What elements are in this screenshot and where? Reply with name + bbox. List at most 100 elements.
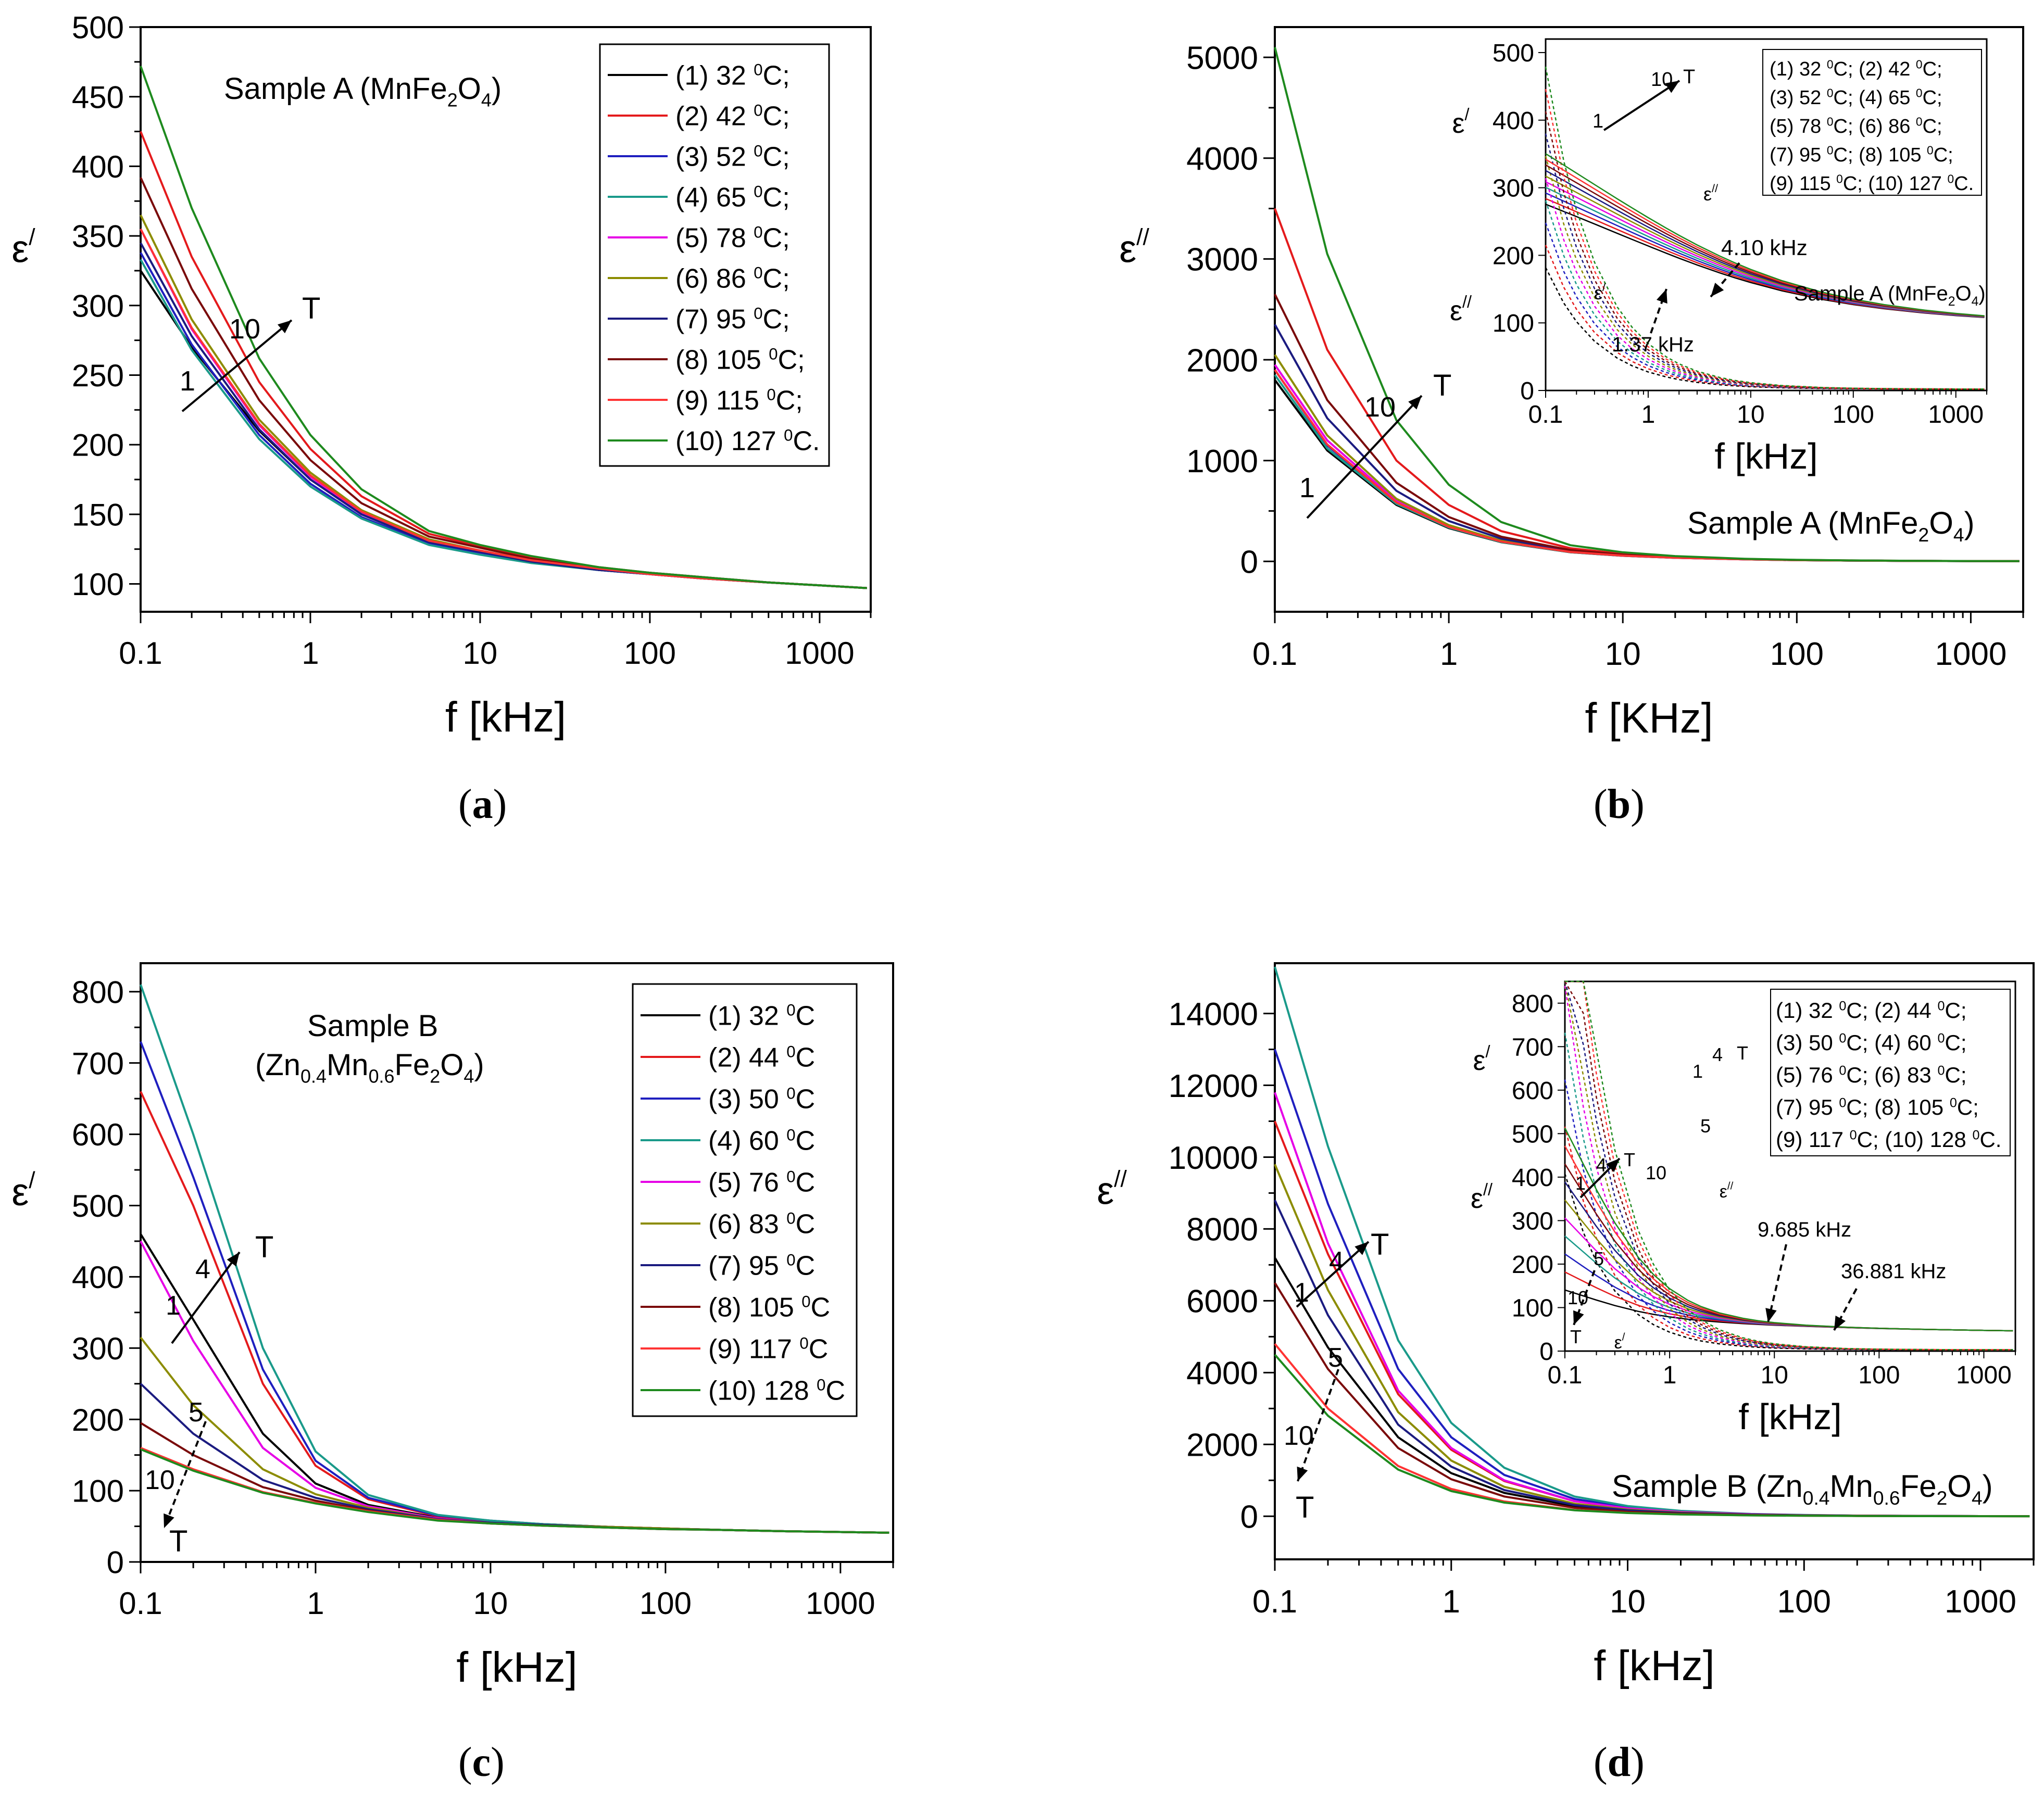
inset-legend-box xyxy=(1770,989,2011,1156)
inset-arrow-36-881khz-shaft xyxy=(1833,1288,1858,1331)
inset-annotation-eps2: ε// xyxy=(1703,182,1718,205)
data-series xyxy=(1274,966,2030,1518)
inset-y-tick-label: 0 xyxy=(1539,1338,1553,1366)
inset-y-tick-label: 0 xyxy=(1520,377,1534,405)
inset-eps2-line-10 xyxy=(1545,66,1985,390)
inset-annotation-Ta: T xyxy=(1683,66,1695,88)
annotation-down-start: 5 xyxy=(189,1397,204,1428)
y-tick-label: 14000 xyxy=(1169,997,1258,1032)
plot-frame xyxy=(1274,962,2035,1560)
annotation-up-arrow-label: T xyxy=(255,1230,273,1264)
y-tick-label: 8000 xyxy=(1186,1212,1258,1248)
annotation-arrow-label: T xyxy=(302,292,320,325)
annotation-down-end: 10 xyxy=(1284,1421,1314,1451)
inset-legend-entry-1: (1) 32 0C; (2) 44 0C; xyxy=(1776,998,1966,1023)
inset-legend-entry-4: (7) 95 0C; (8) 105 0C; xyxy=(1776,1095,1979,1119)
legend-entry-7: (7) 95 0C; xyxy=(675,305,790,335)
inset-y-tick-label: 400 xyxy=(1493,107,1534,135)
inset-ylabel-bottom: ε// xyxy=(1471,1180,1493,1214)
annotation-down-start: 5 xyxy=(1328,1343,1343,1373)
inset-legend-entry-2: (3) 50 0C; (4) 60 0C; xyxy=(1776,1030,1966,1055)
inset-arrow-1-37khz-shaft xyxy=(1650,288,1667,334)
x-axis-title: f [kHz] xyxy=(445,694,566,741)
data-series xyxy=(140,66,867,589)
data-series xyxy=(140,984,889,1534)
inset-ylabel-top: ε/ xyxy=(1452,105,1469,139)
x-tick-label: 1000 xyxy=(1935,636,2007,672)
inset-annotation-1-37khz: 1.37 kHz xyxy=(1612,333,1694,356)
inset-arrow-1-37khz-head xyxy=(1656,289,1667,304)
sample-label: Sample B (Zn0.4Mn0.6Fe2O4) xyxy=(1612,1469,1993,1509)
y-tick-label: 300 xyxy=(72,288,124,323)
inset-legend: (1) 32 0C; (2) 42 0C; (3) 52 0C; (4) 65 0… xyxy=(1762,49,1982,196)
x-tick-label: 0.1 xyxy=(1252,636,1297,672)
inset-x-axis-title: f [kHz] xyxy=(1714,436,1817,476)
inset-arrow-9-685khz xyxy=(1765,1244,1787,1323)
y-tick-label: 0 xyxy=(1240,545,1258,581)
series-line-10 xyxy=(140,1448,889,1534)
inset-curves xyxy=(1545,66,1985,390)
inset-legend-entry-2: (3) 52 0C; (4) 65 0C; xyxy=(1770,86,1942,109)
inset-annotation-5b: 5 xyxy=(1700,1115,1711,1137)
x-axis-ticks xyxy=(140,1562,894,1573)
legend-entry-1: (1) 32 0C xyxy=(708,1001,815,1031)
inset-eps2-line-9 xyxy=(1564,980,2013,1351)
legend-entry-10: (10) 127 0C. xyxy=(675,426,820,457)
temperature-arrow-down-shaft xyxy=(163,1421,207,1529)
x-axis-ticks xyxy=(1274,1559,2035,1571)
inset-annotation-10b: 10 xyxy=(1646,1162,1666,1183)
inset-temp-arrow-up-head xyxy=(1606,1158,1620,1172)
annotation-end: 10 xyxy=(229,313,260,345)
y-tick-label: 3000 xyxy=(1186,242,1258,278)
temperature-arrow-down-head xyxy=(1297,1466,1308,1481)
inset-annotation-eps1: ε/ xyxy=(1594,281,1606,304)
inset-eps2-line-8 xyxy=(1545,111,1985,390)
chart-panel-d: 0.1 1 10 100 1000020004000600080001000012000… xyxy=(1097,962,2035,1689)
legend-entry-2: (2) 44 0C xyxy=(708,1043,815,1073)
annotation-up-start: 1 xyxy=(166,1291,181,1321)
legend-entry-3: (3) 52 0C; xyxy=(675,142,790,172)
panel-label-d: (d) xyxy=(1594,1739,1645,1785)
plot-frame xyxy=(140,26,872,613)
inset-annotation-Ta: T xyxy=(1624,1149,1635,1170)
temperature-arrow-up-shaft xyxy=(1296,1241,1370,1308)
y-tick-label: 12000 xyxy=(1169,1068,1258,1104)
sample-label-line2: (Zn0.4Mn0.6Fe2O4) xyxy=(255,1048,484,1087)
temperature-arrow-shaft xyxy=(1306,395,1423,519)
y-tick-label: 150 xyxy=(72,497,124,532)
inset-x-tick-label: 10 xyxy=(1737,401,1764,428)
inset-temp-arrow-a-head xyxy=(1665,81,1679,93)
inset-eps2-line-1 xyxy=(1545,267,1985,390)
temperature-arrow-up-head xyxy=(1355,1242,1369,1255)
inset-x-tick-label: 1 xyxy=(1641,401,1656,428)
series-line-8 xyxy=(140,1422,889,1534)
sample-label-line1: Sample B xyxy=(307,1009,438,1043)
y-tick-label: 5000 xyxy=(1186,40,1258,76)
series-line-10 xyxy=(1274,1354,2030,1518)
y-tick-label: 450 xyxy=(72,80,124,115)
panel-label-c: (c) xyxy=(458,1739,505,1785)
inset-annotation-4-10khz: 4.10 kHz xyxy=(1721,235,1808,260)
legend-entry-9: (9) 117 0C xyxy=(708,1334,828,1365)
y-tick-label: 1000 xyxy=(1186,444,1258,480)
annotation-up-end: 4 xyxy=(1329,1246,1344,1277)
inset-eps2-line-2 xyxy=(1545,245,1985,390)
legend-entry-4: (4) 65 0C; xyxy=(675,183,790,213)
temperature-arrow-head xyxy=(277,320,292,334)
inset-y-tick-label: 500 xyxy=(1493,40,1534,67)
inset-y-tick-label: 100 xyxy=(1512,1294,1553,1322)
inset-d: 0.1 1 10 100 1000 0 100 200 300 400 500 600 700 800 f … xyxy=(1471,980,2016,1437)
x-tick-label: 100 xyxy=(1770,636,1824,672)
inset-sample-label: Sample A (MnFe2O4) xyxy=(1794,282,1986,309)
temperature-arrow-down xyxy=(163,1421,207,1529)
y-tick-label: 100 xyxy=(72,567,124,602)
legend-entry-7: (7) 95 0C xyxy=(708,1251,815,1281)
inset-x-tick-label: 1000 xyxy=(1928,401,1984,428)
sample-label: Sample A (MnFe2O4) xyxy=(224,72,501,111)
y-tick-label: 700 xyxy=(72,1046,124,1081)
y-tick-label: 2000 xyxy=(1186,343,1258,379)
inset-y-tick-label: 600 xyxy=(1512,1077,1553,1105)
annotation-down-arrow-label: T xyxy=(1296,1491,1314,1524)
temperature-arrow xyxy=(1306,395,1423,519)
inset-legend: (1) 32 0C; (2) 44 0C; (3) 50 0C; (4) 60 0… xyxy=(1770,989,2011,1156)
